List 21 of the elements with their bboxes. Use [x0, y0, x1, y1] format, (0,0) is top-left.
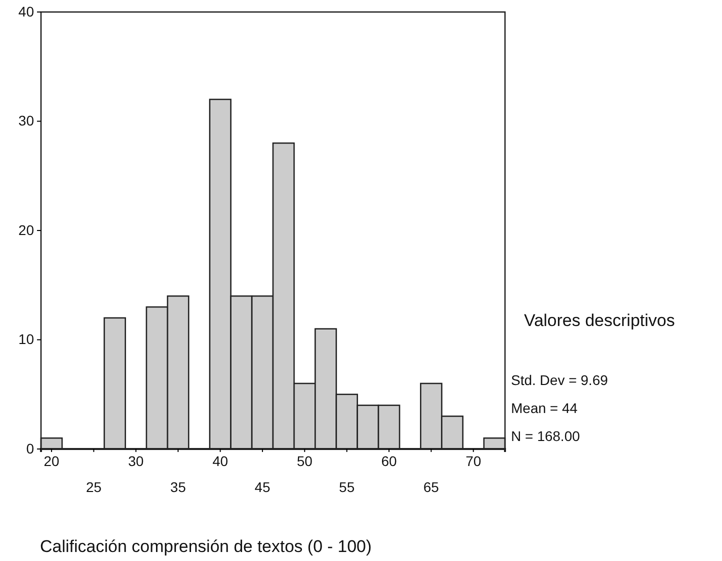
- text: Std. Dev = 9.69: [511, 372, 608, 388]
- x2-tick-label: 35: [170, 478, 186, 495]
- x-tick-label: 20: [44, 452, 60, 469]
- y-tick-label: 40: [18, 3, 34, 20]
- x-tick-label: 30: [128, 452, 144, 469]
- legend-title: Valores descriptivos: [524, 311, 675, 330]
- x2-tick-label: 25: [86, 478, 102, 495]
- y-tick-label: 0: [26, 440, 34, 456]
- x-tick-label: 70: [466, 452, 482, 469]
- x-tick-label: 50: [296, 452, 313, 469]
- text: N = 168.00: [511, 428, 580, 444]
- x-tick-label: 40: [212, 452, 228, 469]
- x2-tick-label: 45: [254, 478, 270, 495]
- y-tick-label: 30: [18, 112, 34, 129]
- x2-tick-label: 55: [339, 478, 355, 495]
- y-tick-label: 10: [18, 331, 34, 348]
- text: Mean = 44: [511, 400, 578, 416]
- x-axis-title: Calificación comprensión de textos (0 - 100): [40, 537, 372, 556]
- x2-tick-label: 65: [423, 478, 440, 495]
- y-tick-label: 20: [18, 222, 34, 238]
- x-tick-label: 60: [381, 452, 397, 469]
